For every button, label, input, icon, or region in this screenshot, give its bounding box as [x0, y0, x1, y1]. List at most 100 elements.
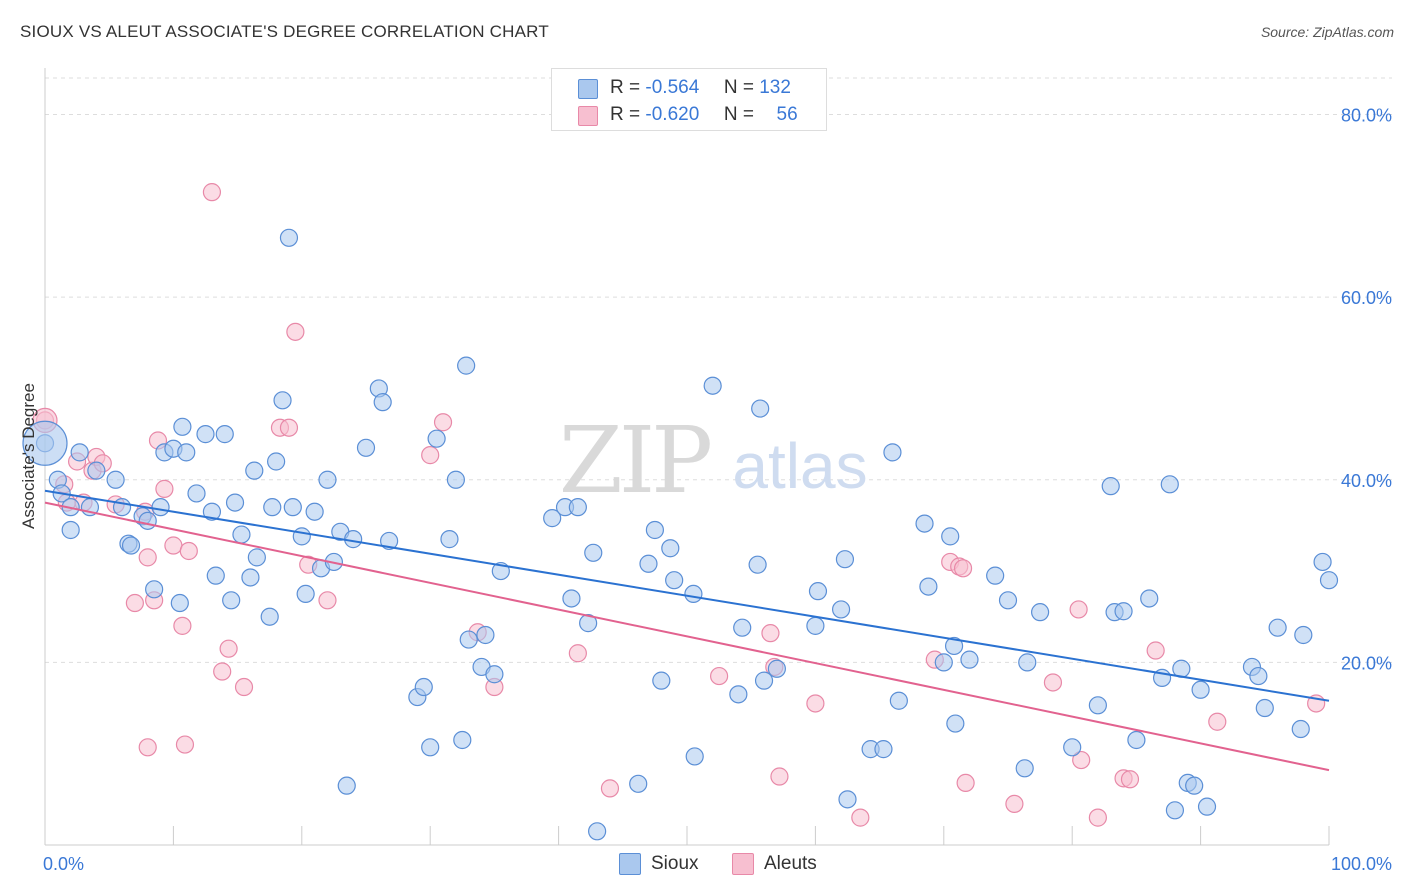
sioux-point [112, 498, 132, 517]
sioux-point [459, 630, 478, 649]
sioux-point [453, 730, 472, 750]
y-axis-label: Associate's Degree [19, 383, 38, 529]
sioux-point [476, 625, 495, 645]
sioux-point [1088, 696, 1107, 715]
aleut-point [709, 666, 729, 686]
aleut-point [953, 559, 973, 578]
aleut-point [234, 677, 254, 697]
sioux-label: Sioux [651, 853, 699, 874]
y-tick-label: 20.0% [1341, 653, 1392, 673]
sioux-point [629, 774, 648, 793]
sioux-point [960, 650, 979, 669]
sioux-point [919, 577, 938, 596]
r-label: R = [610, 104, 641, 125]
sioux-point [241, 568, 260, 587]
sioux-point-large [22, 420, 68, 466]
sioux-point [584, 543, 603, 562]
sioux-point [296, 584, 315, 603]
sioux-point [748, 555, 767, 574]
sioux-point [356, 438, 376, 457]
sioux-point [588, 822, 607, 841]
trend-lines [44, 489, 1330, 772]
sioux-point [944, 636, 964, 656]
n-value: 56 [776, 104, 798, 125]
sioux-point [187, 484, 206, 503]
legend-text-sioux: R = -0.564 N = 132 [610, 77, 791, 99]
sioux-point [232, 525, 251, 544]
sioux-point [808, 582, 828, 601]
sioux-point [215, 425, 234, 444]
aleuts-label: Aleuts [764, 853, 817, 874]
sioux-point [685, 747, 704, 766]
sioux-point [941, 527, 960, 546]
y-tick-label: 80.0% [1341, 106, 1392, 126]
sioux-swatch [619, 853, 641, 875]
sioux-point [767, 659, 786, 678]
sioux-point [279, 228, 299, 247]
sioux-point [1291, 719, 1310, 739]
x-tick-label-max: 100.0% [1331, 854, 1392, 874]
aleut-point [1072, 750, 1091, 770]
sioux-point [446, 470, 465, 489]
sioux-point [1249, 666, 1268, 686]
sioux-point [733, 618, 752, 637]
r-value: -0.620 [645, 104, 700, 125]
sioux-point [1268, 618, 1287, 637]
source-credit: Source: ZipAtlas.com [1260, 24, 1394, 40]
sioux-point [202, 502, 222, 521]
sioux-point [87, 461, 106, 480]
sioux-point [283, 498, 302, 517]
sioux-point [260, 607, 279, 626]
aleut-trend-line [44, 501, 1330, 772]
sioux-point [831, 600, 851, 619]
y-tick-label: 40.0% [1341, 471, 1392, 491]
sioux-point [373, 393, 392, 412]
aleut-point [1146, 641, 1165, 660]
aleut-point [279, 418, 299, 437]
sioux-point [835, 550, 855, 569]
sioux-point [703, 376, 722, 395]
sioux-point [170, 593, 189, 613]
aleut-point [1120, 770, 1140, 789]
aleut-point [421, 446, 440, 465]
sioux-point [1255, 698, 1274, 718]
sioux-point [1018, 653, 1037, 672]
sioux-point [1114, 602, 1133, 621]
sioux-point [1294, 625, 1313, 645]
sioux-point [639, 554, 658, 573]
sioux-point [222, 591, 241, 610]
sioux-point [206, 566, 225, 585]
sioux-point [273, 391, 292, 410]
sioux-point [562, 589, 581, 608]
sioux-point [440, 530, 459, 549]
sioux-point [934, 653, 953, 672]
sioux-point [729, 685, 748, 704]
n-label: N = [723, 77, 754, 98]
sioux-point [457, 356, 476, 375]
aleut-point [806, 694, 825, 713]
sioux-point [915, 514, 934, 533]
sioux-point [106, 470, 125, 489]
aleut-point [179, 541, 198, 561]
sioux-point [684, 584, 703, 603]
sioux-point [1313, 552, 1332, 572]
sioux-trend-line [44, 489, 1330, 702]
n-label: N = [723, 104, 754, 125]
legend-text-aleuts: R = -0.620 N = 56 [610, 104, 798, 126]
r-value: -0.564 [645, 77, 700, 98]
r-label: R = [610, 77, 641, 98]
sioux-point [946, 714, 965, 733]
aleut-point [173, 616, 192, 635]
aleut-point [164, 536, 183, 555]
aleut-point [219, 639, 238, 658]
sioux-point [754, 671, 774, 690]
aleut-point [851, 808, 870, 827]
sioux-point [380, 531, 399, 551]
aleut-point [155, 479, 174, 498]
sioux-point [579, 614, 598, 633]
aleut-point [1005, 794, 1024, 814]
chart-title: SIOUX VS ALEUT ASSOCIATE'S DEGREE CORREL… [20, 22, 549, 41]
sioux-point [1101, 477, 1120, 496]
sioux-point [138, 511, 157, 530]
